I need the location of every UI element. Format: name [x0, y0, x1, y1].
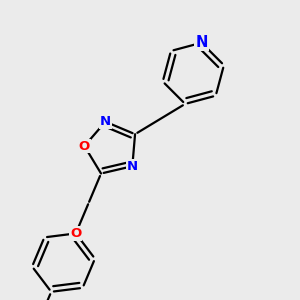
Text: N: N: [127, 160, 138, 173]
Text: O: O: [70, 227, 81, 240]
Text: O: O: [79, 140, 90, 152]
Text: N: N: [100, 115, 111, 128]
Text: N: N: [195, 35, 208, 50]
